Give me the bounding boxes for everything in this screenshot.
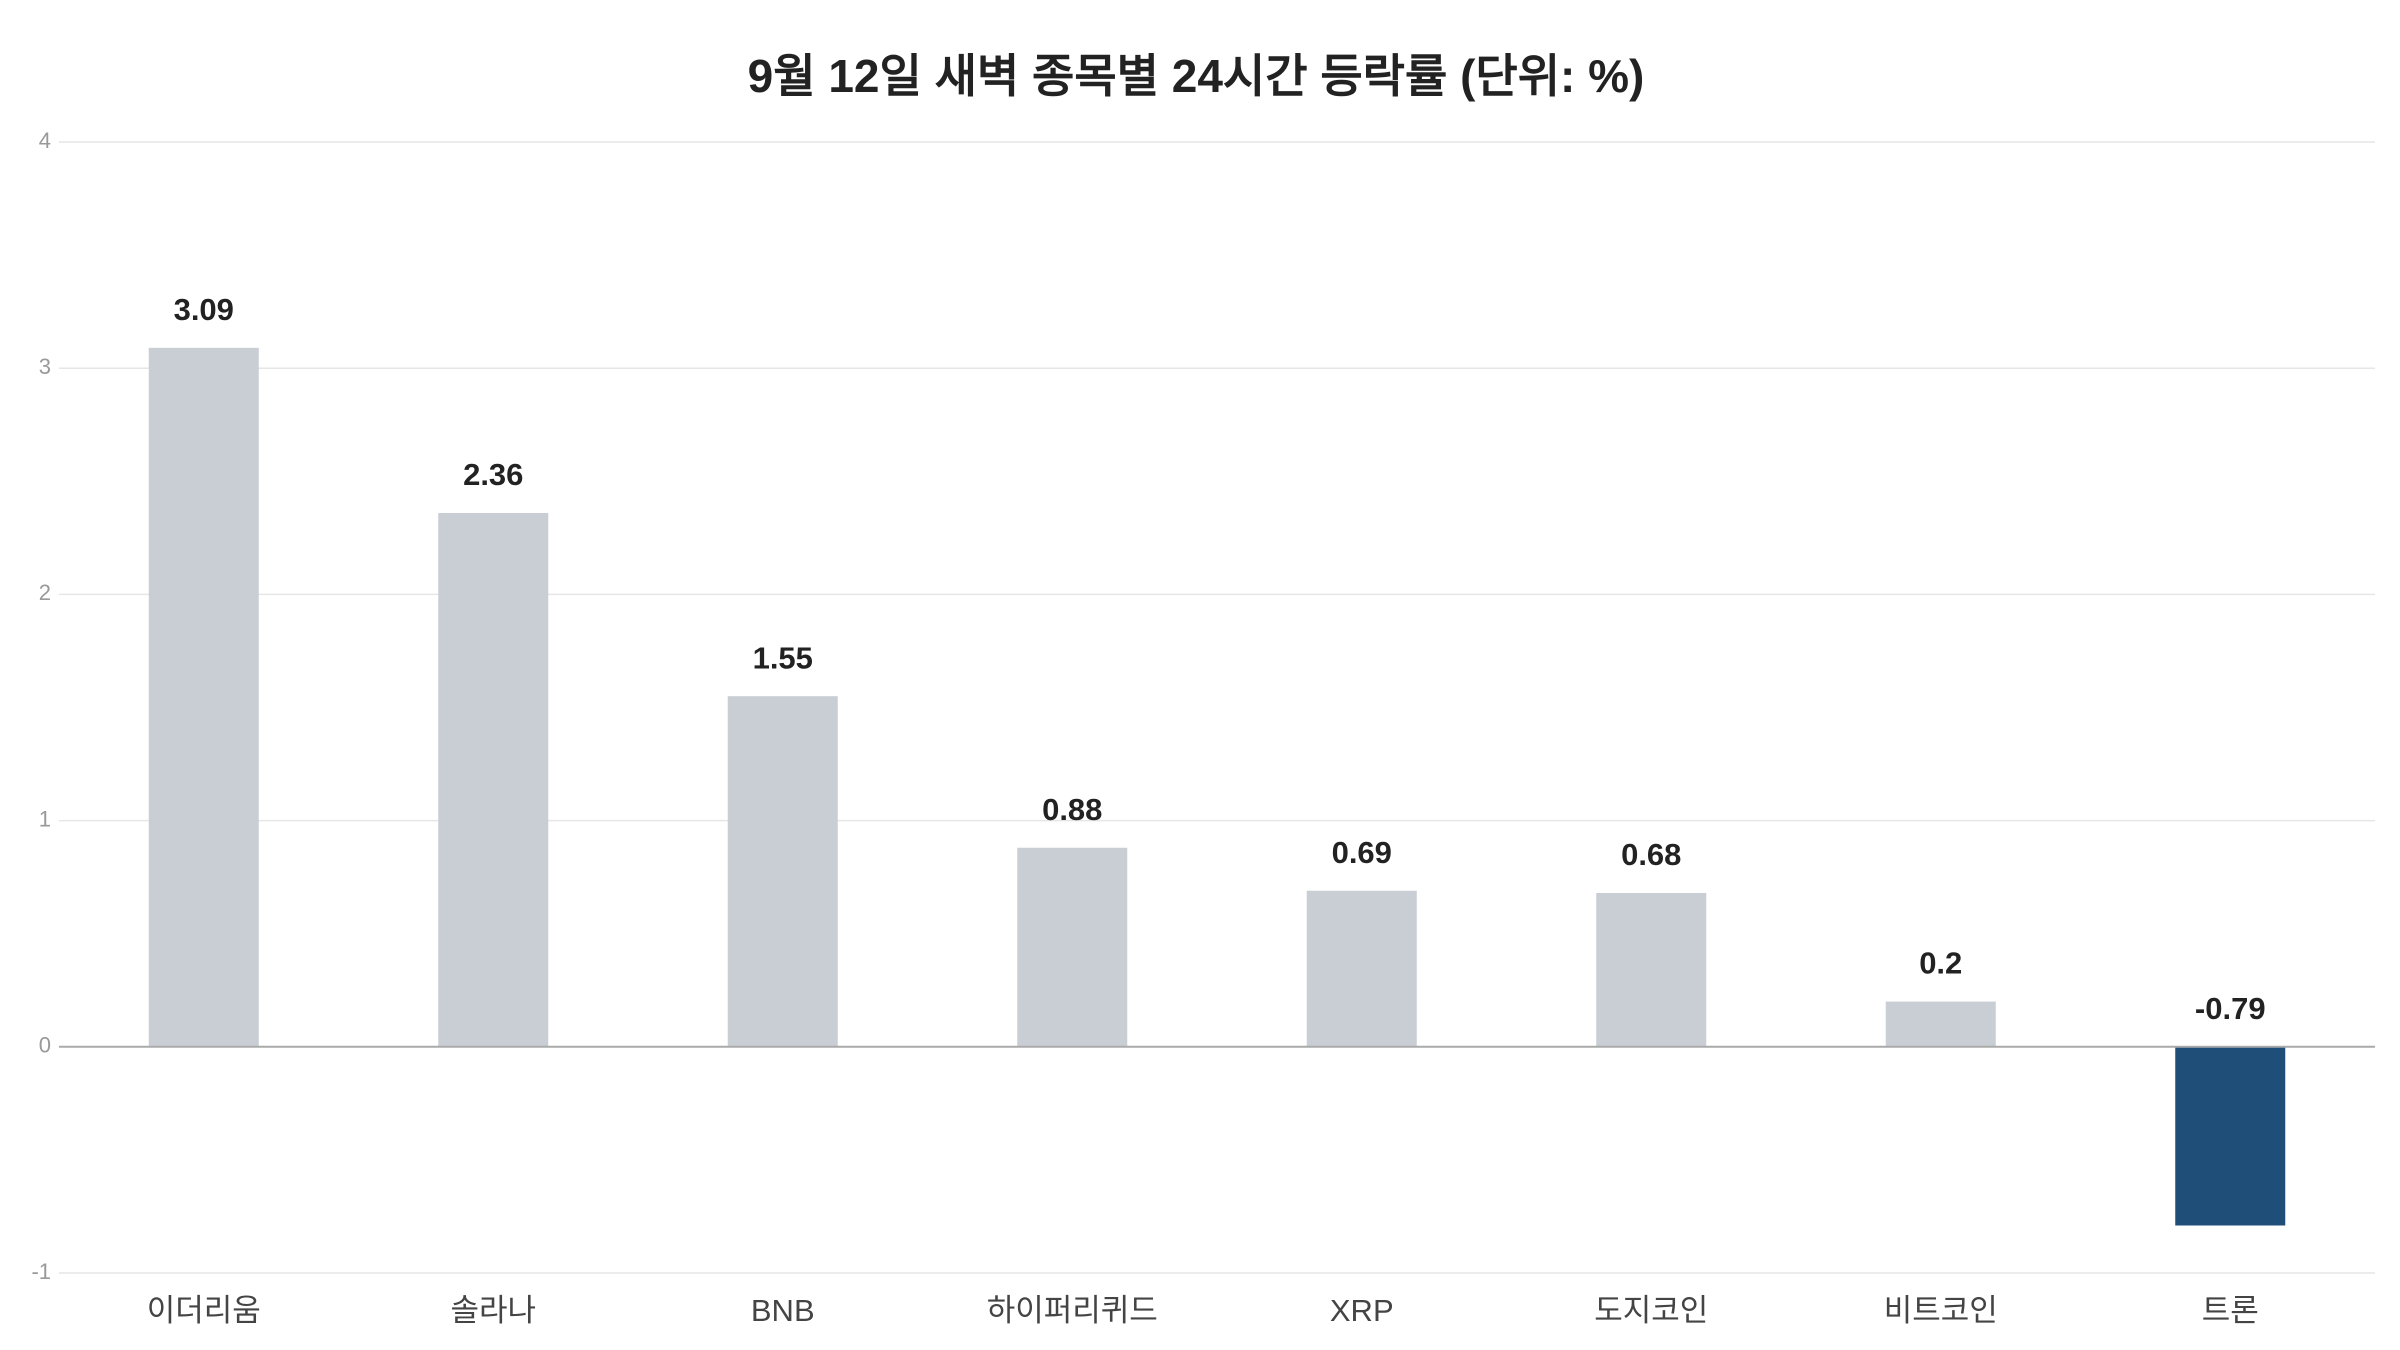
y-tick-label: 0 — [39, 1033, 51, 1058]
x-tick-label: BNB — [751, 1293, 815, 1328]
bar — [1596, 892, 1707, 1047]
bar — [438, 512, 549, 1047]
x-tick-label: 하이퍼리퀴드 — [987, 1293, 1158, 1328]
bar — [1306, 890, 1417, 1047]
y-tick-label: 4 — [39, 128, 51, 153]
x-tick-label: 트론 — [2202, 1293, 2259, 1328]
bar — [1017, 847, 1128, 1047]
value-label: 0.2 — [1919, 946, 1962, 981]
y-tick-label: 3 — [39, 354, 51, 379]
value-label: 0.68 — [1621, 837, 1681, 872]
x-tick-label: 이더리움 — [147, 1293, 261, 1328]
x-tick-label: 도지코인 — [1594, 1293, 1708, 1328]
value-label: 2.36 — [463, 457, 523, 492]
bar — [1885, 1001, 1996, 1047]
y-tick-label: 1 — [39, 806, 51, 831]
x-tick-label: XRP — [1330, 1293, 1394, 1328]
y-tick-label: 2 — [39, 580, 51, 605]
x-tick-label: 솔라나 — [450, 1293, 536, 1328]
chart-title: 9월 12일 새벽 종목별 24시간 등락률 (단위: %) — [748, 50, 1645, 102]
value-label: -0.79 — [2195, 991, 2266, 1026]
bar — [727, 696, 838, 1047]
value-label: 0.69 — [1332, 835, 1392, 870]
bar — [148, 347, 259, 1047]
value-label: 0.88 — [1042, 792, 1102, 827]
value-label: 3.09 — [174, 292, 234, 327]
x-tick-label: 비트코인 — [1884, 1293, 1998, 1328]
value-label: 1.55 — [753, 640, 813, 675]
y-tick-label: -1 — [31, 1259, 51, 1284]
bar — [2175, 1046, 2286, 1226]
